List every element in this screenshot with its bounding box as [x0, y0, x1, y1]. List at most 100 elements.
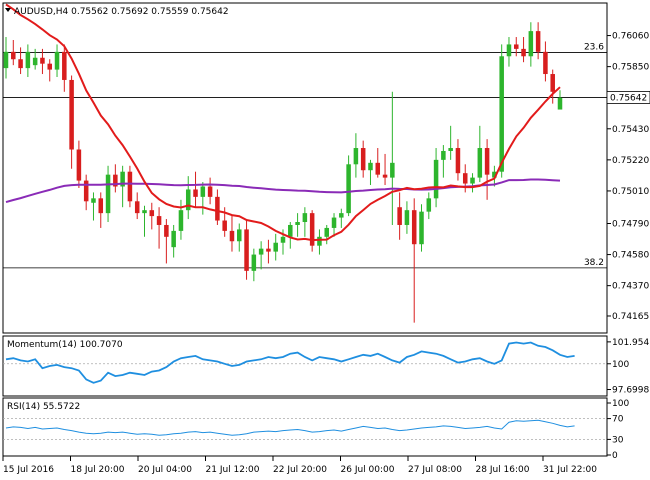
time-tick-label: 28 Jul 16:00 [476, 465, 530, 475]
candle-body [528, 31, 534, 57]
time-tick-label: 26 Jul 00:00 [341, 465, 395, 475]
main-panel: 23.638.2 0.760600.758500.756400.754300.7… [2, 2, 650, 334]
rsi-gridlines [3, 418, 607, 440]
candle-body [171, 230, 176, 248]
candle-body [353, 148, 359, 165]
candle-body [200, 186, 206, 197]
chart-menu-triangle-icon[interactable] [5, 8, 11, 12]
candle-body [120, 171, 125, 187]
rsi-tick-label: 70 [612, 415, 624, 425]
candle-body [331, 217, 337, 228]
candle-body [521, 48, 526, 57]
candle-body [346, 164, 351, 214]
candle-body [295, 222, 300, 225]
candle-body [134, 201, 140, 214]
price-tick-label: 0.75010 [612, 187, 649, 197]
candle-body [441, 150, 446, 160]
momentum-tick-label: 101.9547 [612, 338, 650, 348]
price-tick-label: 0.75850 [612, 63, 649, 73]
candle-body [251, 254, 257, 271]
time-tick-label: 18 Jul 20:00 [71, 465, 125, 475]
price-tick-label: 0.74370 [612, 282, 649, 292]
price-tick-label: 0.74165 [612, 312, 649, 322]
candle-body [54, 51, 60, 70]
price-tick-label: 0.75430 [612, 125, 649, 135]
candle-body [302, 213, 308, 223]
candle-body [339, 213, 344, 218]
candle-body [207, 186, 213, 197]
candle-body [433, 159, 439, 199]
momentum-panel-frame [2, 335, 608, 397]
candle-body [280, 236, 286, 243]
candle-body [149, 210, 155, 217]
candle-body [368, 162, 373, 171]
candle-body [499, 56, 504, 172]
candle-body [360, 148, 366, 171]
candle-body [470, 177, 475, 184]
candle-body [185, 189, 191, 211]
candle-body [193, 189, 198, 197]
candle-body [3, 51, 9, 69]
candle-body [273, 242, 278, 252]
candle-body [237, 229, 242, 242]
candle-body [40, 57, 45, 64]
fibonacci-levels: 23.6 38.2 [3, 43, 607, 269]
candle-body [25, 51, 31, 69]
price-tick-label: 0.74790 [612, 219, 649, 229]
candle-body [11, 51, 16, 60]
candle-body [448, 148, 453, 151]
main-panel-frame [2, 2, 608, 334]
candle-body [455, 148, 461, 174]
rsi-line [5, 419, 575, 436]
rsi-tick-label: 30 [612, 435, 624, 445]
candle-body [62, 51, 67, 80]
current-price-label: 0.75642 [610, 93, 647, 103]
candlesticks [3, 22, 563, 323]
momentum-title: Momentum(14) 100.7070 [7, 340, 123, 350]
candle-body [127, 171, 133, 202]
candle-body [222, 220, 227, 231]
candle-body [550, 74, 555, 92]
fib-level-label: 23.6 [584, 43, 604, 53]
fib-level-label: 38.2 [584, 258, 604, 268]
rsi-panel-frame [2, 397, 608, 457]
candle-body [477, 148, 483, 178]
main-chart-title: AUDUSD,H4 0.75562 0.75692 0.75559 0.7564… [14, 7, 229, 17]
candle-body [288, 224, 293, 237]
candle-body [244, 229, 249, 271]
candle-body [156, 216, 162, 225]
candle-body [462, 173, 468, 184]
candle-body [557, 97, 563, 110]
candle-body [317, 236, 322, 246]
candle-body [142, 210, 147, 214]
candle-body [426, 198, 432, 212]
candle-body [382, 174, 388, 178]
momentum-tick-label: 97.6998 [612, 386, 649, 396]
fast-moving-average [5, 3, 561, 242]
candle-body [411, 210, 417, 245]
candle-body [535, 31, 541, 52]
price-tick-label: 0.75220 [612, 156, 649, 166]
candle-body [113, 174, 118, 187]
candle-body [229, 230, 235, 242]
rsi-axis: 100 70 30 0 [607, 399, 629, 461]
candle-body [514, 44, 519, 49]
candle-body [98, 198, 104, 214]
candle-body [309, 213, 315, 246]
time-tick-label: 15 Jul 2016 [3, 465, 54, 475]
candle-body [390, 162, 395, 178]
candle-body [215, 196, 220, 221]
candle-body [404, 210, 410, 225]
time-tick-label: 21 Jul 12:00 [206, 465, 260, 475]
candle-body [164, 224, 169, 237]
time-axis: 15 Jul 2016 18 Jul 20:00 20 Jul 04:00 21 Ju… [2, 456, 597, 475]
candle-body [258, 248, 264, 255]
rsi-panel: 100 70 30 0 RSI(14) 55.5722 [2, 397, 629, 461]
candle-body [492, 171, 497, 178]
candle-body [32, 57, 38, 66]
candle-body [324, 227, 329, 237]
candle-body [69, 79, 74, 150]
momentum-panel: 101.9547 100 97.6998 Momentum(14) 100.7070 [2, 335, 650, 397]
momentum-axis: 101.9547 100 97.6998 [607, 338, 650, 396]
